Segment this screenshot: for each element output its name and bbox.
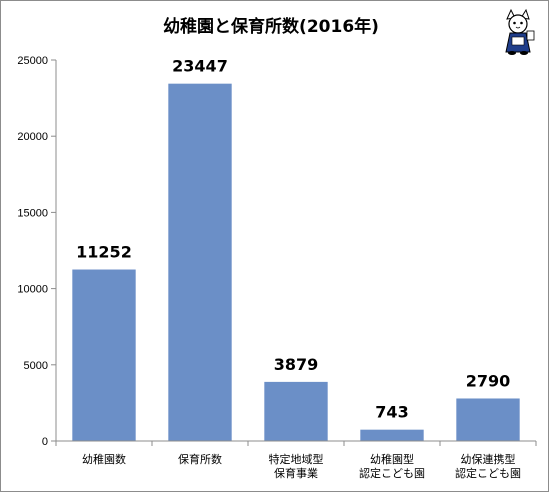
bar	[264, 381, 328, 441]
category-label: 認定こども園	[359, 466, 425, 480]
y-axis: 0 5000 10000 15000 20000 25000	[17, 55, 57, 448]
cat-mascot-icon	[505, 8, 535, 55]
data-label: 743	[375, 403, 408, 422]
y-tick-label: 5000	[24, 360, 48, 372]
data-label: 11252	[76, 243, 132, 262]
category-label: 幼保連携型	[461, 452, 516, 466]
category-label: 保育事業	[274, 466, 318, 480]
y-tick-label: 0	[42, 436, 48, 448]
bar	[72, 269, 136, 441]
y-tick-label: 10000	[17, 284, 48, 296]
category-label: 特定地域型	[269, 452, 324, 466]
bar	[168, 83, 232, 441]
category-label: 認定こども園	[455, 466, 521, 480]
bar	[456, 398, 520, 441]
data-label: 23447	[172, 57, 228, 76]
y-tick-label: 20000	[17, 131, 48, 143]
data-label: 3879	[274, 355, 319, 374]
category-label: 幼稚園型	[370, 452, 414, 466]
chart-title: 幼稚園と保育所数(2016年)	[163, 16, 379, 37]
category-label: 保育所数	[178, 452, 222, 466]
bars: 11252 23447 3879 743 2790	[72, 57, 520, 441]
data-label: 2790	[466, 371, 511, 390]
category-label: 幼稚園数	[82, 453, 126, 466]
y-tick-label: 15000	[17, 207, 48, 219]
bar	[360, 429, 424, 441]
y-tick-label: 25000	[17, 55, 48, 67]
